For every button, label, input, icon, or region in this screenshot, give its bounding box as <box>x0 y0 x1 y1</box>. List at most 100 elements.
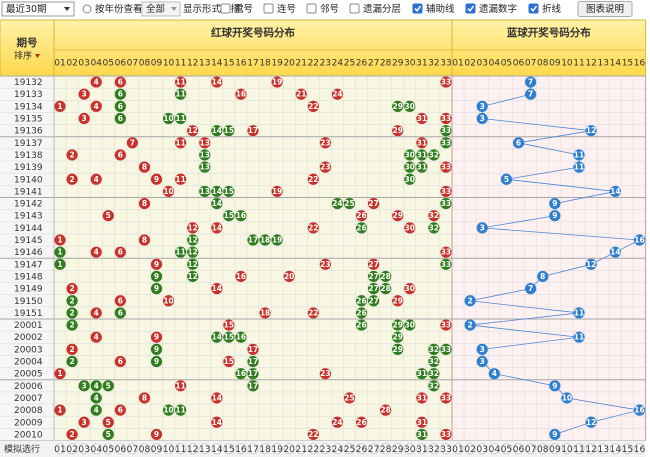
select-circle[interactable] <box>247 443 259 455</box>
option-checkbox[interactable] <box>306 3 317 14</box>
select-circle[interactable] <box>440 443 452 455</box>
blue-ball <box>609 246 621 258</box>
select-circle[interactable] <box>235 443 247 455</box>
issue-number: 20010 <box>14 430 43 440</box>
select-circle[interactable] <box>295 443 307 455</box>
red-ball-label: 2 <box>69 321 74 330</box>
red-ball <box>404 283 416 295</box>
select-circle[interactable] <box>54 443 66 455</box>
red-ball <box>211 197 223 210</box>
select-circle[interactable] <box>319 443 331 455</box>
red-ball-label: 33 <box>441 430 451 439</box>
select-circle[interactable] <box>283 443 295 455</box>
select-circle[interactable] <box>476 443 488 455</box>
red-ball <box>440 197 452 210</box>
select-circle[interactable] <box>404 443 416 455</box>
red-ball-label: 12 <box>187 126 197 135</box>
select-circle[interactable] <box>126 443 138 455</box>
select-circle[interactable] <box>380 443 392 455</box>
select-circle[interactable] <box>452 443 464 455</box>
option-checkbox[interactable] <box>349 3 360 14</box>
select-circle[interactable] <box>66 443 78 455</box>
red-ball-label: 8 <box>142 393 147 402</box>
red-ball <box>211 283 223 295</box>
select-circle[interactable] <box>513 443 525 455</box>
issue-number: 19147 <box>14 260 43 270</box>
select-circle[interactable] <box>331 443 343 455</box>
select-circle[interactable] <box>500 443 512 455</box>
red-ball <box>416 416 428 428</box>
blue-ball <box>633 404 646 416</box>
select-circle[interactable] <box>428 443 440 455</box>
select-circle-label: 23 <box>320 445 331 455</box>
red-ball <box>150 283 163 295</box>
select-circle[interactable] <box>307 443 319 455</box>
chart-help-button[interactable] <box>577 1 633 17</box>
red-ball-label: 2 <box>69 175 74 184</box>
select-circle[interactable] <box>561 443 573 455</box>
option-checkbox[interactable] <box>220 3 231 14</box>
select-circle[interactable] <box>597 443 609 455</box>
check-mark <box>414 5 422 13</box>
red-ball <box>428 355 440 368</box>
select-circle[interactable] <box>259 443 271 455</box>
option-checkbox[interactable] <box>465 3 476 14</box>
select-circle[interactable] <box>537 443 549 455</box>
select-circle[interactable] <box>356 443 368 455</box>
blue-ball-label: 5 <box>504 175 509 184</box>
select-circle[interactable] <box>102 443 114 455</box>
period-select[interactable] <box>1 1 75 17</box>
select-circle[interactable] <box>392 443 404 455</box>
select-circle[interactable] <box>271 443 283 455</box>
select-circle[interactable] <box>175 443 187 455</box>
red-ball-label: 12 <box>187 248 197 257</box>
select-circle[interactable] <box>187 443 199 455</box>
red-ball-label: 2 <box>69 345 74 354</box>
select-circle[interactable] <box>416 443 428 455</box>
red-ball <box>162 185 175 198</box>
blue-ball-label: 7 <box>528 90 533 99</box>
select-circle[interactable] <box>114 443 126 455</box>
red-number-header: 13 <box>199 59 210 69</box>
select-circle[interactable] <box>368 443 380 455</box>
year-select[interactable] <box>141 1 181 17</box>
select-circle[interactable] <box>585 443 597 455</box>
select-circle[interactable] <box>163 443 175 455</box>
red-ball-label: 25 <box>344 393 354 402</box>
blue-ball <box>476 343 488 355</box>
period-select-text: 最近30期 <box>6 3 47 15</box>
select-circle[interactable] <box>464 443 476 455</box>
select-circle[interactable] <box>573 443 585 455</box>
select-circle[interactable] <box>151 443 163 455</box>
select-circle[interactable] <box>78 443 90 455</box>
red-ball <box>367 283 380 295</box>
option-checkbox[interactable] <box>412 3 423 14</box>
blue-ball-label: 14 <box>610 187 620 196</box>
year-radio[interactable] <box>82 4 92 14</box>
select-circle[interactable] <box>525 443 537 455</box>
select-circle[interactable] <box>343 443 355 455</box>
select-circle[interactable] <box>634 443 646 455</box>
option-checkbox[interactable] <box>528 3 539 14</box>
sort-link[interactable]: 排序 <box>14 50 32 62</box>
red-ball <box>428 380 440 392</box>
select-circle[interactable] <box>609 443 621 455</box>
select-circle-label: 09 <box>151 445 163 455</box>
select-circle[interactable] <box>199 443 211 455</box>
select-circle[interactable] <box>621 443 633 455</box>
issue-header: 期号 <box>17 36 38 49</box>
red-ball <box>392 331 404 343</box>
red-ball-label: 6 <box>118 114 123 123</box>
select-circle[interactable] <box>488 443 500 455</box>
select-circle[interactable] <box>223 443 235 455</box>
select-circle[interactable] <box>90 443 102 455</box>
select-circle[interactable] <box>549 443 561 455</box>
select-circle-label: 16 <box>235 445 247 455</box>
select-circle[interactable] <box>211 443 223 455</box>
red-ball-label: 33 <box>441 78 451 87</box>
red-ball-label: 1 <box>57 406 62 415</box>
red-ball <box>54 404 66 416</box>
select-circle[interactable] <box>138 443 150 455</box>
red-ball-label: 4 <box>94 308 99 317</box>
option-checkbox[interactable] <box>263 3 274 14</box>
